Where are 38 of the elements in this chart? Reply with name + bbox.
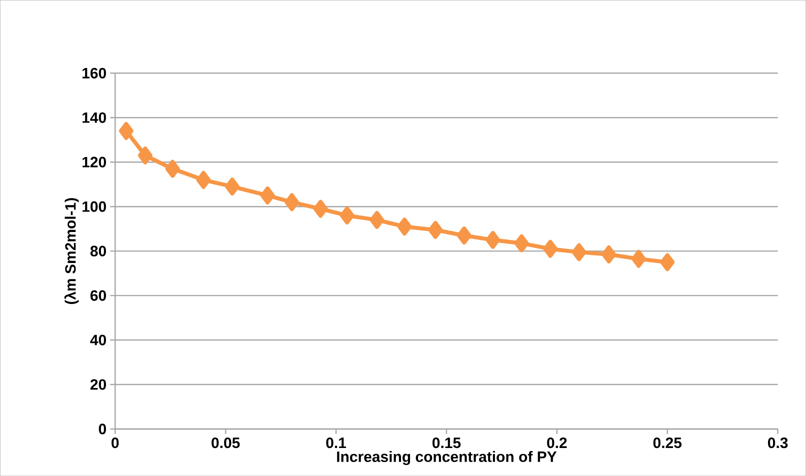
point (118, 122, 134, 140)
point (572, 243, 586, 262)
y-tick-label: 20 (90, 379, 106, 390)
point (340, 206, 354, 224)
y-tick-label: 100 (82, 201, 106, 212)
y-tick-label: 120 (82, 156, 106, 168)
point (260, 186, 275, 204)
x-tick-label: 0.2 (547, 437, 567, 448)
x-axis-title: Increasing concentration of PY (337, 450, 557, 465)
point (196, 170, 211, 189)
x-tick-label: 0 (112, 437, 119, 448)
y-tick-label: 40 (90, 334, 106, 346)
point (224, 178, 240, 196)
y-tick-label: 140 (82, 112, 106, 123)
x-tick-label: 0.1 (326, 437, 346, 448)
x-tick-label: 0.05 (212, 437, 240, 448)
point (138, 146, 152, 164)
y-tick-label: 160 (82, 68, 106, 78)
point (165, 160, 180, 178)
y-tick-label: 80 (90, 246, 106, 256)
point (313, 200, 328, 218)
x-tick-label: 0.15 (432, 437, 461, 448)
point (514, 234, 529, 252)
point (456, 226, 472, 244)
point (486, 230, 500, 249)
y-tick-label: 60 (90, 290, 106, 301)
point (397, 218, 412, 236)
point (428, 220, 443, 239)
point (284, 193, 300, 212)
x-tick-label: 0.25 (653, 437, 682, 448)
point (631, 250, 646, 268)
point (370, 210, 384, 229)
point (660, 253, 675, 272)
y-axis-title: (λm Sm2mol-1) (64, 198, 79, 304)
point (543, 240, 558, 258)
y-tick-label: 0 (98, 424, 106, 434)
point (602, 245, 616, 264)
x-tick-label: 0.3 (768, 437, 788, 448)
